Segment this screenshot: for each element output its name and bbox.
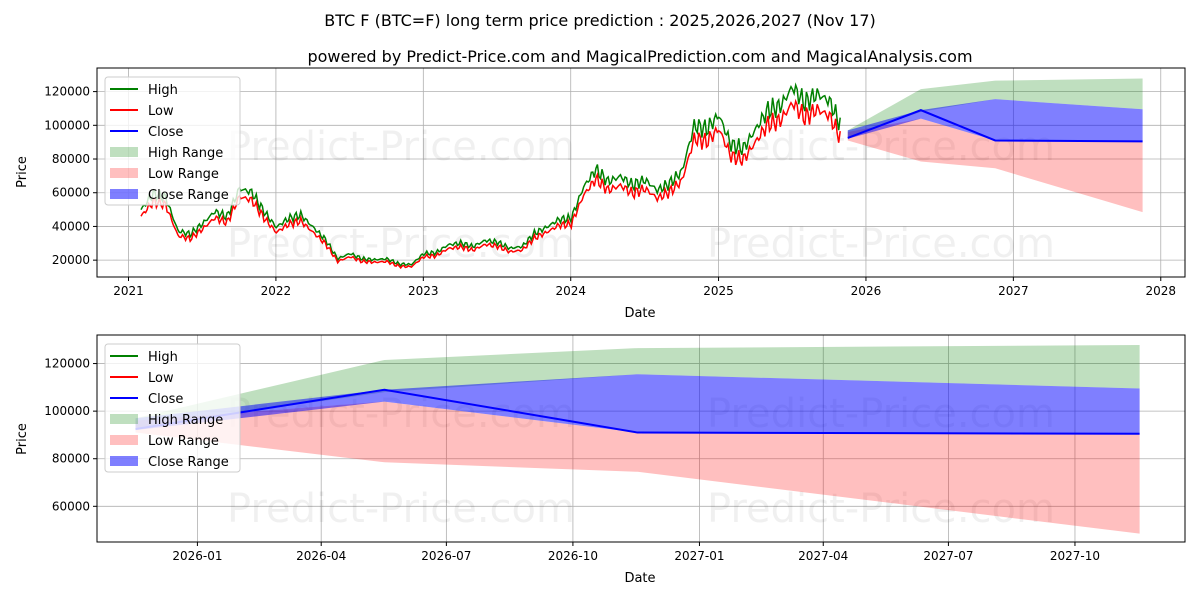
- y-tick-label: 80000: [52, 152, 90, 166]
- x-tick-label: 2027-10: [1050, 549, 1100, 563]
- legend-label: Low: [148, 104, 174, 119]
- legend-label: High Range: [148, 146, 223, 161]
- x-axis-label-bottom: Date: [624, 571, 655, 586]
- high-series-line: [140, 82, 841, 268]
- x-tick-label: 2027-04: [798, 549, 848, 563]
- high-range-band: [135, 344, 1140, 428]
- close-series-line: [135, 388, 1140, 435]
- legend-label: High: [148, 83, 178, 98]
- y-tick-label: 60000: [52, 499, 90, 513]
- y-tick-label: 100000: [44, 404, 90, 418]
- legend-swatch: [110, 414, 138, 424]
- high-range-band: [847, 78, 1143, 138]
- x-tick-label: 2026-07: [421, 549, 471, 563]
- close-range-band: [847, 99, 1143, 142]
- legend-swatch: [110, 456, 138, 466]
- x-tick-label: 2026: [851, 284, 882, 298]
- close-range-band: [135, 374, 1140, 434]
- legend: High Low Close High Range Low Range Close Ran…: [104, 76, 241, 206]
- x-tick-label: 2023: [408, 284, 439, 298]
- watermark: Predict-Price.com: [227, 486, 575, 532]
- y-tick-label: 20000: [52, 253, 90, 267]
- legend-label: Close: [148, 392, 183, 407]
- x-tick-label: 2025: [703, 284, 734, 298]
- legend-swatch: [110, 189, 138, 199]
- x-tick-label: 2022: [261, 284, 292, 298]
- low-range-band: [135, 401, 1140, 534]
- legend: High Low Close High Range Low Range Close Ran…: [104, 343, 241, 473]
- legend-label: Low Range: [148, 167, 219, 182]
- x-tick-label: 2026-04: [296, 549, 346, 563]
- legend-swatch: [110, 435, 138, 445]
- y-axis-label-top: Price: [15, 156, 30, 188]
- legend-box: [104, 343, 241, 473]
- y-axis-label-bottom: Price: [15, 423, 30, 455]
- legend-swatch: [110, 147, 138, 157]
- y-tick-label: 80000: [52, 452, 90, 466]
- x-tick-label: 2021: [113, 284, 144, 298]
- plot-frame: [96, 334, 1186, 543]
- y-tick-label: 40000: [52, 219, 90, 233]
- chart-title: BTC F (BTC=F) long term price prediction…: [324, 11, 876, 30]
- plot-frame: [96, 67, 1186, 278]
- x-tick-label: 2024: [555, 284, 586, 298]
- watermark: Predict-Price.com: [707, 486, 1055, 532]
- legend-box: [104, 76, 241, 206]
- x-tick-label: 2027-01: [674, 549, 724, 563]
- legend-label: Close: [148, 125, 183, 140]
- x-tick-label: 2028: [1145, 284, 1176, 298]
- y-tick-label: 100000: [44, 118, 90, 132]
- y-tick-label: 60000: [52, 186, 90, 200]
- x-tick-label: 2027: [998, 284, 1029, 298]
- legend-label: Low Range: [148, 434, 219, 449]
- legend-label: Close Range: [148, 455, 229, 470]
- chart-subtitle: powered by Predict-Price.com and Magical…: [307, 47, 972, 66]
- y-tick-label: 120000: [44, 85, 90, 99]
- x-tick-label: 2026-01: [172, 549, 222, 563]
- watermark: Predict-Price.com: [227, 124, 575, 170]
- legend-label: Low: [148, 371, 174, 386]
- x-tick-label: 2026-10: [548, 549, 598, 563]
- legend-label: High: [148, 350, 178, 365]
- watermark: Predict-Price.com: [227, 221, 575, 267]
- legend-swatch: [110, 168, 138, 178]
- low-series-line: [140, 98, 841, 270]
- x-tick-label: 2027-07: [923, 549, 973, 563]
- y-tick-label: 120000: [44, 357, 90, 371]
- legend-label: Close Range: [148, 188, 229, 203]
- legend-label: High Range: [148, 413, 223, 428]
- close-series-line: [847, 109, 1143, 143]
- low-range-band: [847, 118, 1143, 213]
- x-axis-label-top: Date: [624, 306, 655, 321]
- watermark: Predict-Price.com: [707, 221, 1055, 267]
